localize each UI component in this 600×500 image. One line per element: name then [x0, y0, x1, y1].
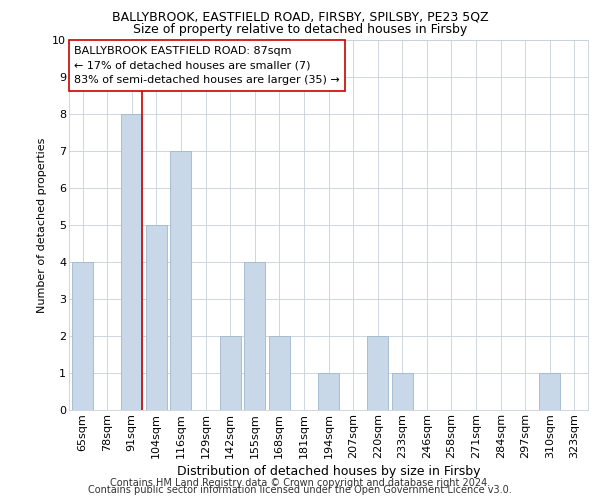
Text: BALLYBROOK EASTFIELD ROAD: 87sqm
← 17% of detached houses are smaller (7)
83% of: BALLYBROOK EASTFIELD ROAD: 87sqm ← 17% o… — [74, 46, 340, 85]
Text: Contains public sector information licensed under the Open Government Licence v3: Contains public sector information licen… — [88, 485, 512, 495]
Bar — [318, 373, 339, 410]
Bar — [367, 336, 388, 410]
Bar — [539, 373, 560, 410]
Y-axis label: Number of detached properties: Number of detached properties — [37, 138, 47, 312]
Text: Contains HM Land Registry data © Crown copyright and database right 2024.: Contains HM Land Registry data © Crown c… — [110, 478, 490, 488]
Bar — [170, 151, 191, 410]
Bar — [244, 262, 265, 410]
Bar — [220, 336, 241, 410]
Bar — [72, 262, 93, 410]
Text: Size of property relative to detached houses in Firsby: Size of property relative to detached ho… — [133, 22, 467, 36]
Bar — [392, 373, 413, 410]
Bar — [121, 114, 142, 410]
Bar — [146, 225, 167, 410]
X-axis label: Distribution of detached houses by size in Firsby: Distribution of detached houses by size … — [177, 465, 480, 478]
Text: BALLYBROOK, EASTFIELD ROAD, FIRSBY, SPILSBY, PE23 5QZ: BALLYBROOK, EASTFIELD ROAD, FIRSBY, SPIL… — [112, 11, 488, 24]
Bar — [269, 336, 290, 410]
